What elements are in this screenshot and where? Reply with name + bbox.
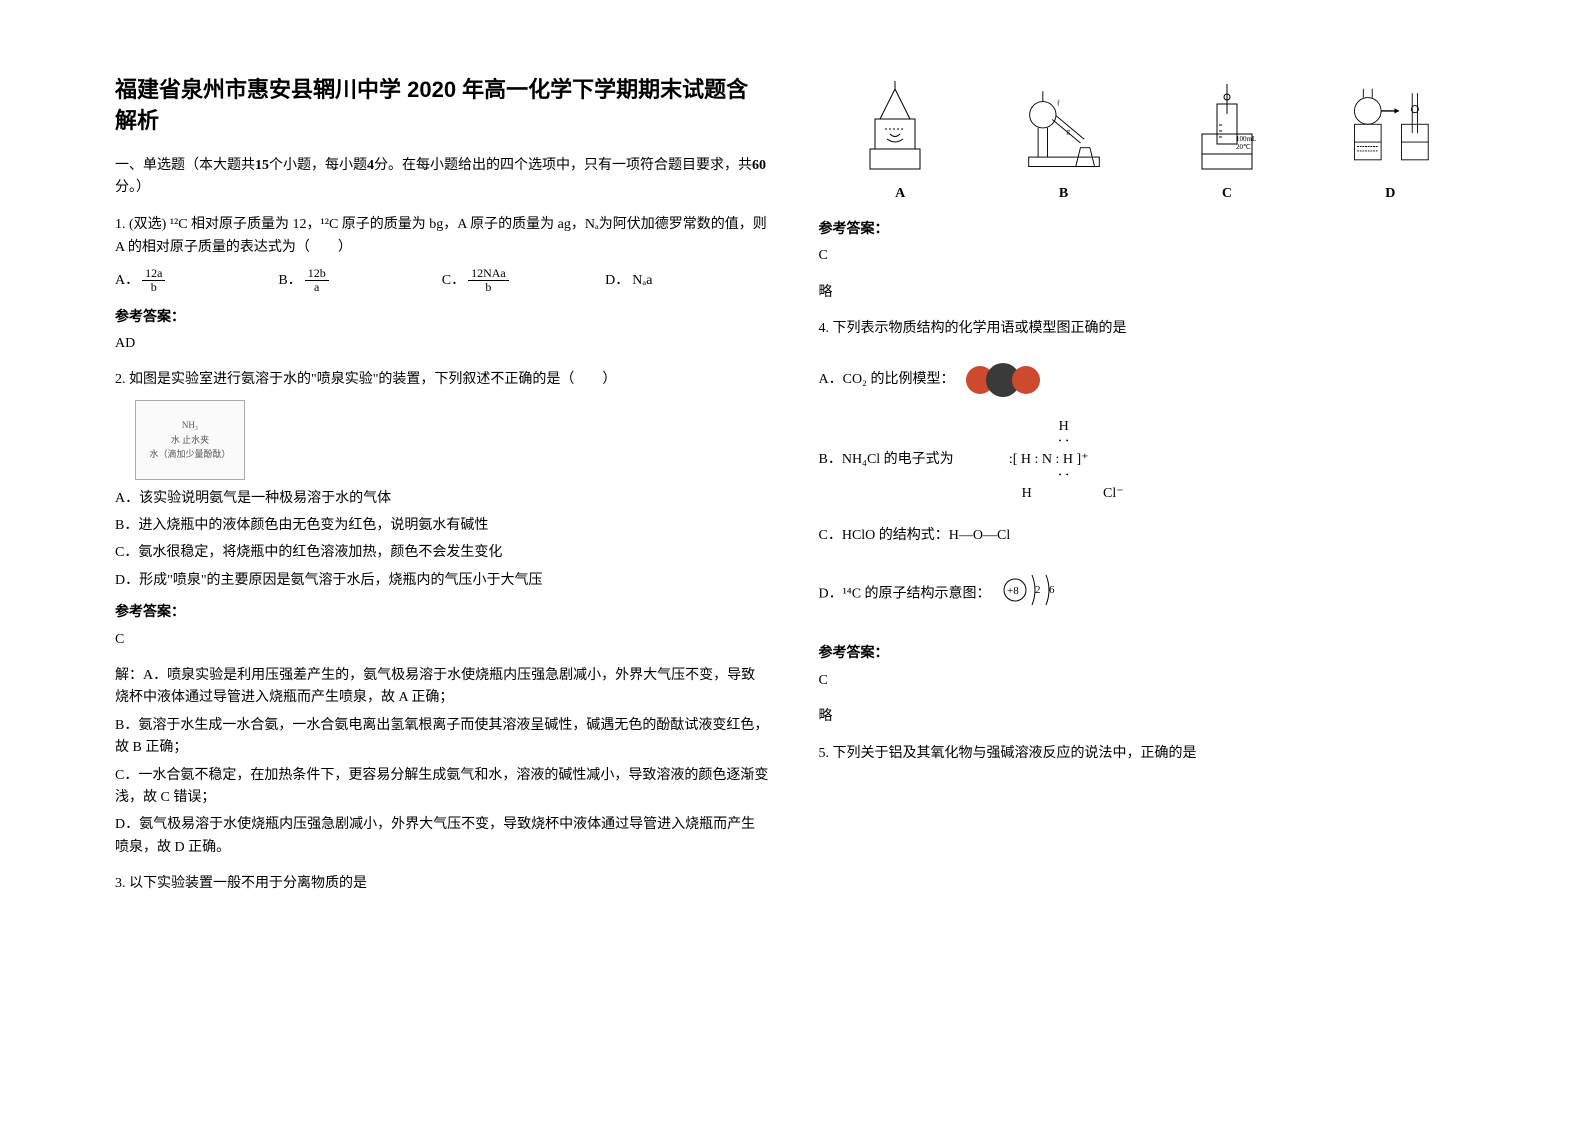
q1-opt-c: C．12NAab bbox=[442, 267, 605, 294]
q4-opt-c: C．HClO 的结构式：H—O—Cl bbox=[819, 525, 1473, 547]
svg-text:20℃: 20℃ bbox=[1236, 143, 1251, 151]
q1-a-den: b bbox=[148, 281, 160, 294]
q1-opt-d: D．Nₐa bbox=[605, 267, 768, 294]
q4-opt-b: B．NH₄Cl 的电子式为 H ‥ :[ H : N : H ]⁺ ‥ HCl⁻ bbox=[819, 419, 1473, 503]
q1-answer: AD bbox=[115, 333, 769, 355]
q4-answer: C bbox=[819, 670, 1473, 692]
q1-options: A．12ab B．12ba C．12NAab D．Nₐa bbox=[115, 267, 769, 294]
q3-answer-label: 参考答案： bbox=[819, 217, 1473, 239]
q1-text: 1. (双选) ¹²C 相对原子质量为 12，¹²C 原子的质量为 bg，A 原… bbox=[115, 214, 769, 259]
q4-opt-d: D．¹⁴C 的原子结构示意图： +8 2 6 bbox=[819, 569, 1473, 619]
q2-exp-d: D．氨气极易溶于水使烧瓶内压强急剧减小，外界大气压不变，导致烧杯中液体通过导管进… bbox=[115, 814, 769, 859]
q4-b-text: B．NH₄Cl 的电子式为 bbox=[819, 449, 954, 471]
section-suffix: 分。） bbox=[115, 180, 150, 195]
q4-a-text: A．CO₂ 的比例模型： bbox=[819, 372, 955, 387]
section-points: 4 bbox=[367, 158, 374, 173]
q4-options: A．CO₂ 的比例模型： B．NH₄Cl 的电子式为 H ‥ :[ H : N … bbox=[819, 363, 1473, 620]
q2-diagram: NH₃ 水 止水夹 水（滴加少量酚酞） bbox=[135, 400, 245, 480]
device-a-icon bbox=[860, 77, 940, 177]
q2-diagram-nh3: NH₃ bbox=[182, 418, 198, 432]
device-a: A bbox=[855, 77, 945, 205]
q2-exp-a: 解：A．喷泉实验是利用压强差产生的，氨气极易溶于水使烧瓶内压强急剧减小，外界大气… bbox=[115, 665, 769, 710]
section-mid1: 个小题，每小题 bbox=[269, 158, 367, 173]
q2-diagram-water: 水（滴加少量酚酞） bbox=[149, 447, 230, 461]
q2-exp-b: B．氨溶于水生成一水合氨，一水合氨电离出氢氧根离子而使其溶液呈碱性，碱遇无色的酚… bbox=[115, 715, 769, 760]
q4-text: 4. 下列表示物质结构的化学用语或模型图正确的是 bbox=[819, 318, 1473, 340]
section-total: 60 bbox=[752, 158, 766, 173]
svg-text:+8: +8 bbox=[1007, 585, 1019, 597]
q2-text: 2. 如图是实验室进行氨溶于水的"喷泉实验"的装置，下列叙述不正确的是（ ） bbox=[115, 369, 769, 391]
q3-answer: C bbox=[819, 245, 1473, 267]
q2-opt-b: B．进入烧瓶中的液体颜色由无色变为红色，说明氨水有碱性 bbox=[115, 515, 769, 537]
q4-d-text: D．¹⁴C 的原子结构示意图： bbox=[819, 586, 991, 601]
q2-answer: C bbox=[115, 629, 769, 651]
device-a-label: A bbox=[895, 183, 905, 205]
svg-text:f: f bbox=[1057, 98, 1060, 107]
device-c-icon: 100mL 20℃ bbox=[1187, 77, 1267, 177]
q2-opt-c: C．氨水很稳定，将烧瓶中的红色溶液加热，颜色不会发生变化 bbox=[115, 542, 769, 564]
nh4cl-electron-icon: H ‥ :[ H : N : H ]⁺ ‥ HCl⁻ bbox=[974, 419, 1124, 503]
q3-notes: 略 bbox=[819, 282, 1473, 304]
device-d: D bbox=[1345, 77, 1435, 205]
svg-text:100mL: 100mL bbox=[1236, 135, 1256, 143]
q1-b-den: a bbox=[311, 281, 322, 294]
section-count: 15 bbox=[255, 158, 269, 173]
co2-model-icon bbox=[966, 363, 1040, 397]
q4-opt-a: A．CO₂ 的比例模型： bbox=[819, 363, 1473, 397]
q2-exp-c: C．一水合氨不稳定，在加热条件下，更容易分解生成氨气和水，溶液的碱性减小，导致溶… bbox=[115, 765, 769, 810]
q5-text: 5. 下列关于铝及其氧化物与强碱溶液反应的说法中，正确的是 bbox=[819, 743, 1473, 765]
device-c: 100mL 20℃ C bbox=[1182, 77, 1272, 205]
q2-opt-d: D．形成"喷泉"的主要原因是氨气溶于水后，烧瓶内的气压小于大气压 bbox=[115, 570, 769, 592]
q1-c-num: 12NAa bbox=[468, 267, 509, 281]
q1-opt-b: B．12ba bbox=[278, 267, 441, 294]
svg-text:6: 6 bbox=[1049, 584, 1055, 596]
q2-diagram-clamp: 水 止水夹 bbox=[171, 433, 209, 447]
device-c-label: C bbox=[1222, 183, 1232, 205]
device-d-icon bbox=[1350, 77, 1430, 177]
page-title: 福建省泉州市惠安县辋川中学 2020 年高一化学下学期期末试题含解析 bbox=[115, 75, 769, 137]
q1-answer-label: 参考答案： bbox=[115, 305, 769, 327]
q1-c-den: b bbox=[482, 281, 494, 294]
svg-text:g: g bbox=[1066, 127, 1070, 136]
device-d-label: D bbox=[1385, 183, 1395, 205]
q3-devices: A f g B bbox=[819, 75, 1473, 205]
q4-answer-label: 参考答案： bbox=[819, 641, 1473, 663]
q2-opt-a: A．该实验说明氨气是一种极易溶于水的气体 bbox=[115, 488, 769, 510]
section-prefix: 一、单选题（本大题共 bbox=[115, 158, 255, 173]
atom-structure-icon: +8 2 6 bbox=[1000, 569, 1060, 619]
section-heading: 一、单选题（本大题共15个小题，每小题4分。在每小题给出的四个选项中，只有一项符… bbox=[115, 155, 769, 200]
device-b: f g B bbox=[1019, 77, 1109, 205]
device-b-label: B bbox=[1059, 183, 1068, 205]
svg-text:2: 2 bbox=[1035, 584, 1041, 596]
q2-answer-label: 参考答案： bbox=[115, 600, 769, 622]
q3-text: 3. 以下实验装置一般不用于分离物质的是 bbox=[115, 873, 769, 895]
q1-opt-a: A．12ab bbox=[115, 267, 278, 294]
device-b-icon: f g bbox=[1024, 77, 1104, 177]
q1-b-num: 12b bbox=[305, 267, 329, 281]
q4-notes: 略 bbox=[819, 706, 1473, 728]
section-mid2: 分。在每小题给出的四个选项中，只有一项符合题目要求，共 bbox=[374, 158, 752, 173]
q1-a-num: 12a bbox=[142, 267, 165, 281]
q1-d: Nₐa bbox=[632, 270, 652, 292]
